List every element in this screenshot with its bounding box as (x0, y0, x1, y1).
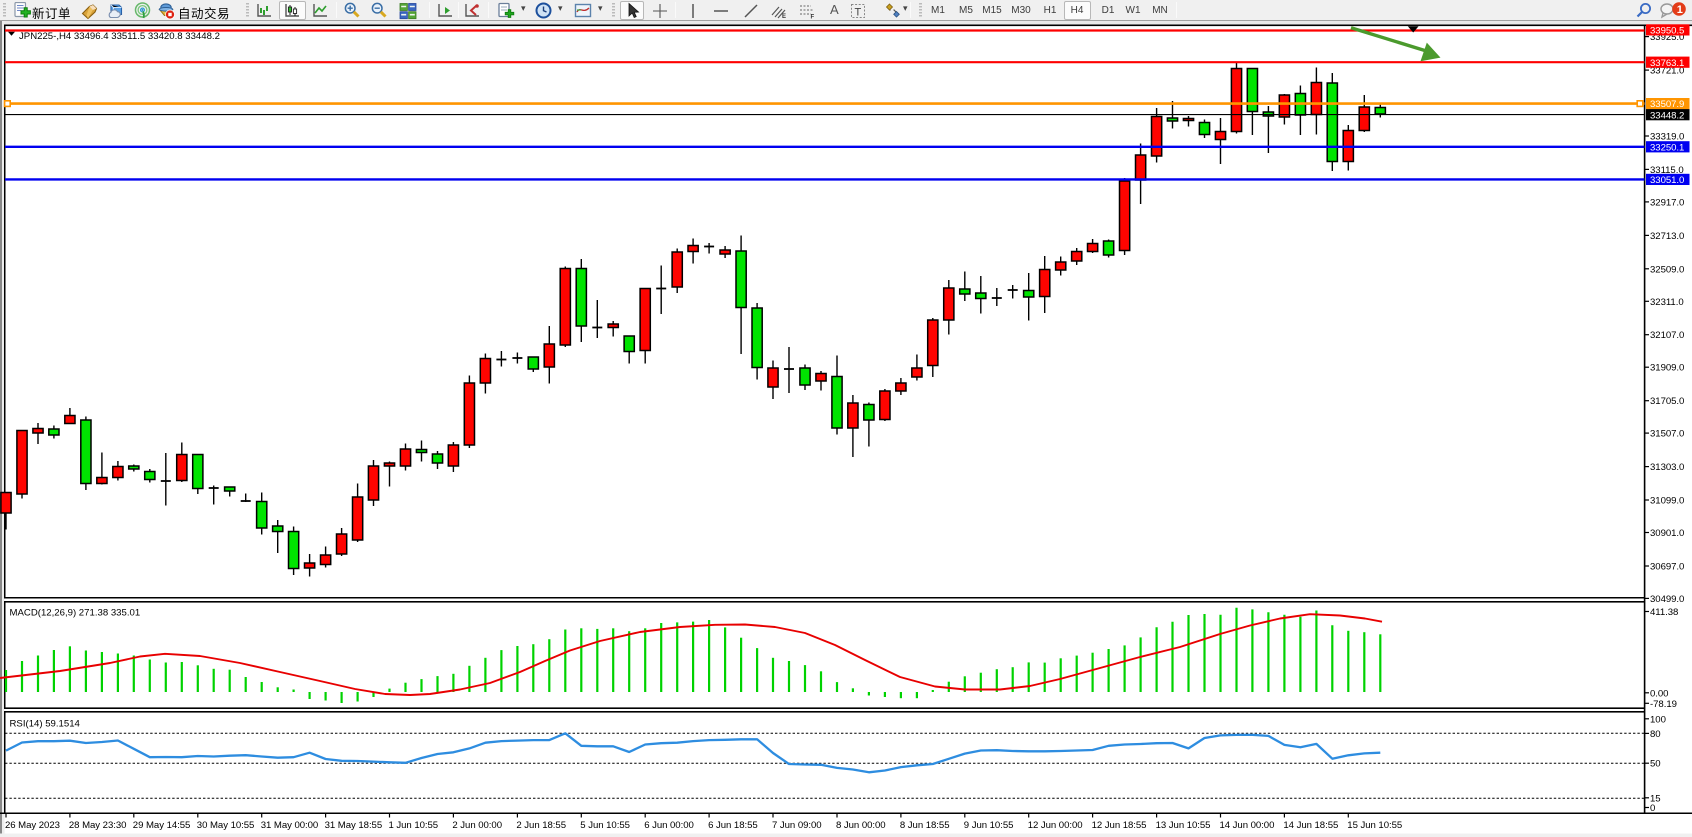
svg-text:30901.0: 30901.0 (1650, 528, 1684, 539)
svg-text:30 May 10:55: 30 May 10:55 (197, 820, 255, 831)
svg-text:12 Jun 18:55: 12 Jun 18:55 (1092, 820, 1147, 831)
svg-text:31 May 18:55: 31 May 18:55 (325, 820, 383, 831)
svg-text:31303.0: 31303.0 (1650, 462, 1684, 473)
svg-text:0: 0 (1650, 803, 1655, 814)
svg-text:14 Jun 18:55: 14 Jun 18:55 (1283, 820, 1338, 831)
svg-text:30499.0: 30499.0 (1650, 594, 1684, 605)
svg-text:JPN225-,H4 33496.4 33511.5 33: JPN225-,H4 33496.4 33511.5 33420.8 33448… (19, 31, 220, 42)
svg-text:2 Jun 18:55: 2 Jun 18:55 (516, 820, 566, 831)
svg-text:9 Jun 10:55: 9 Jun 10:55 (964, 820, 1014, 831)
svg-text:F: F (811, 14, 815, 20)
svg-text:100: 100 (1650, 714, 1666, 725)
svg-text:33507.9: 33507.9 (1650, 99, 1684, 110)
svg-text:32509.0: 32509.0 (1650, 264, 1684, 275)
svg-text:2 Jun 00:00: 2 Jun 00:00 (452, 820, 502, 831)
svg-text:6 Jun 18:55: 6 Jun 18:55 (708, 820, 758, 831)
svg-text:1 Jun 10:55: 1 Jun 10:55 (389, 820, 439, 831)
svg-text:33319.0: 33319.0 (1650, 132, 1684, 143)
svg-text:31705.0: 31705.0 (1650, 396, 1684, 407)
svg-text:28 May 23:30: 28 May 23:30 (69, 820, 127, 831)
svg-text:33925.0: 33925.0 (1650, 32, 1684, 43)
svg-text:32713.0: 32713.0 (1650, 231, 1684, 242)
svg-text:33250.1: 33250.1 (1650, 142, 1684, 153)
svg-text:15: 15 (1650, 793, 1661, 804)
svg-text:E: E (782, 14, 786, 20)
svg-text:32311.0: 32311.0 (1650, 297, 1684, 308)
svg-text:13 Jun 10:55: 13 Jun 10:55 (1156, 820, 1211, 831)
svg-text:12 Jun 00:00: 12 Jun 00:00 (1028, 820, 1083, 831)
svg-text:33115.0: 33115.0 (1650, 165, 1684, 176)
svg-text:5 Jun 10:55: 5 Jun 10:55 (580, 820, 630, 831)
svg-text:30697.0: 30697.0 (1650, 562, 1684, 573)
svg-text:14 Jun 00:00: 14 Jun 00:00 (1220, 820, 1275, 831)
svg-text:RSI(14) 59.1514: RSI(14) 59.1514 (10, 719, 81, 730)
svg-text:32107.0: 32107.0 (1650, 330, 1684, 341)
svg-text:33051.0: 33051.0 (1650, 175, 1684, 186)
svg-text:-78.19: -78.19 (1650, 699, 1677, 710)
svg-text:26 May 2023: 26 May 2023 (5, 820, 60, 831)
svg-text:31099.0: 31099.0 (1650, 496, 1684, 507)
svg-text:29 May 14:55: 29 May 14:55 (133, 820, 191, 831)
svg-text:8 Jun 18:55: 8 Jun 18:55 (900, 820, 950, 831)
svg-text:7 Jun 09:00: 7 Jun 09:00 (772, 820, 822, 831)
svg-text:8 Jun 00:00: 8 Jun 00:00 (836, 820, 886, 831)
svg-text:411.38: 411.38 (1650, 607, 1678, 618)
svg-text:T: T (855, 6, 862, 18)
svg-text:33763.1: 33763.1 (1650, 58, 1684, 69)
svg-text:1: 1 (1677, 4, 1683, 16)
svg-text:0.00: 0.00 (1650, 688, 1668, 699)
svg-text:50: 50 (1650, 759, 1661, 770)
svg-text:80: 80 (1650, 729, 1661, 740)
svg-text:32917.0: 32917.0 (1650, 197, 1684, 208)
svg-text:33721.0: 33721.0 (1650, 66, 1684, 77)
svg-text:33448.2: 33448.2 (1650, 110, 1684, 121)
svg-text:31 May 00:00: 31 May 00:00 (261, 820, 319, 831)
svg-text:31507.0: 31507.0 (1650, 429, 1684, 440)
svg-text:MACD(12,26,9) 271.38 335.01: MACD(12,26,9) 271.38 335.01 (10, 608, 141, 619)
svg-text:33950.5: 33950.5 (1650, 26, 1684, 37)
svg-text:31909.0: 31909.0 (1650, 363, 1684, 374)
svg-text:6 Jun 00:00: 6 Jun 00:00 (644, 820, 694, 831)
svg-text:15 Jun 10:55: 15 Jun 10:55 (1347, 820, 1402, 831)
